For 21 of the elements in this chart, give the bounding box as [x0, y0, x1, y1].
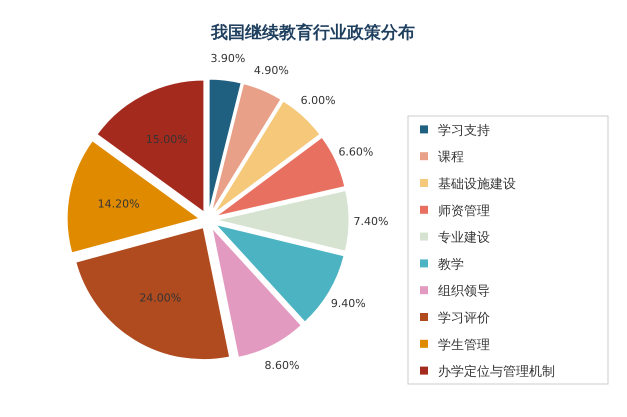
legend-label: 专业建设: [438, 230, 490, 246]
data-label: 7.40%: [354, 215, 388, 228]
legend-label: 师资管理: [438, 204, 490, 219]
legend-label: 学习评价: [438, 311, 490, 326]
chart-title: 我国继续教育行业政策分布: [210, 22, 415, 43]
legend-label: 教学: [438, 257, 464, 272]
legend-label: 组织领导: [438, 284, 490, 300]
data-label: 6.00%: [300, 94, 336, 107]
data-label: 3.90%: [210, 52, 246, 66]
data-label: 4.90%: [254, 64, 289, 77]
legend-label: 学习支持: [438, 123, 490, 138]
legend-label: 办学定位与管理机制: [438, 364, 555, 380]
legend-label: 课程: [438, 150, 464, 166]
data-label: 24.00%: [139, 291, 182, 304]
data-label: 8.60%: [264, 359, 300, 372]
legend-label: 学生管理: [438, 338, 490, 353]
data-label: 9.40%: [330, 296, 366, 310]
data-label: 14.20%: [98, 198, 140, 211]
data-label: 15.00%: [146, 133, 188, 146]
legend-label: 基础设施建设: [438, 177, 516, 192]
data-label: 6.60%: [338, 146, 374, 159]
